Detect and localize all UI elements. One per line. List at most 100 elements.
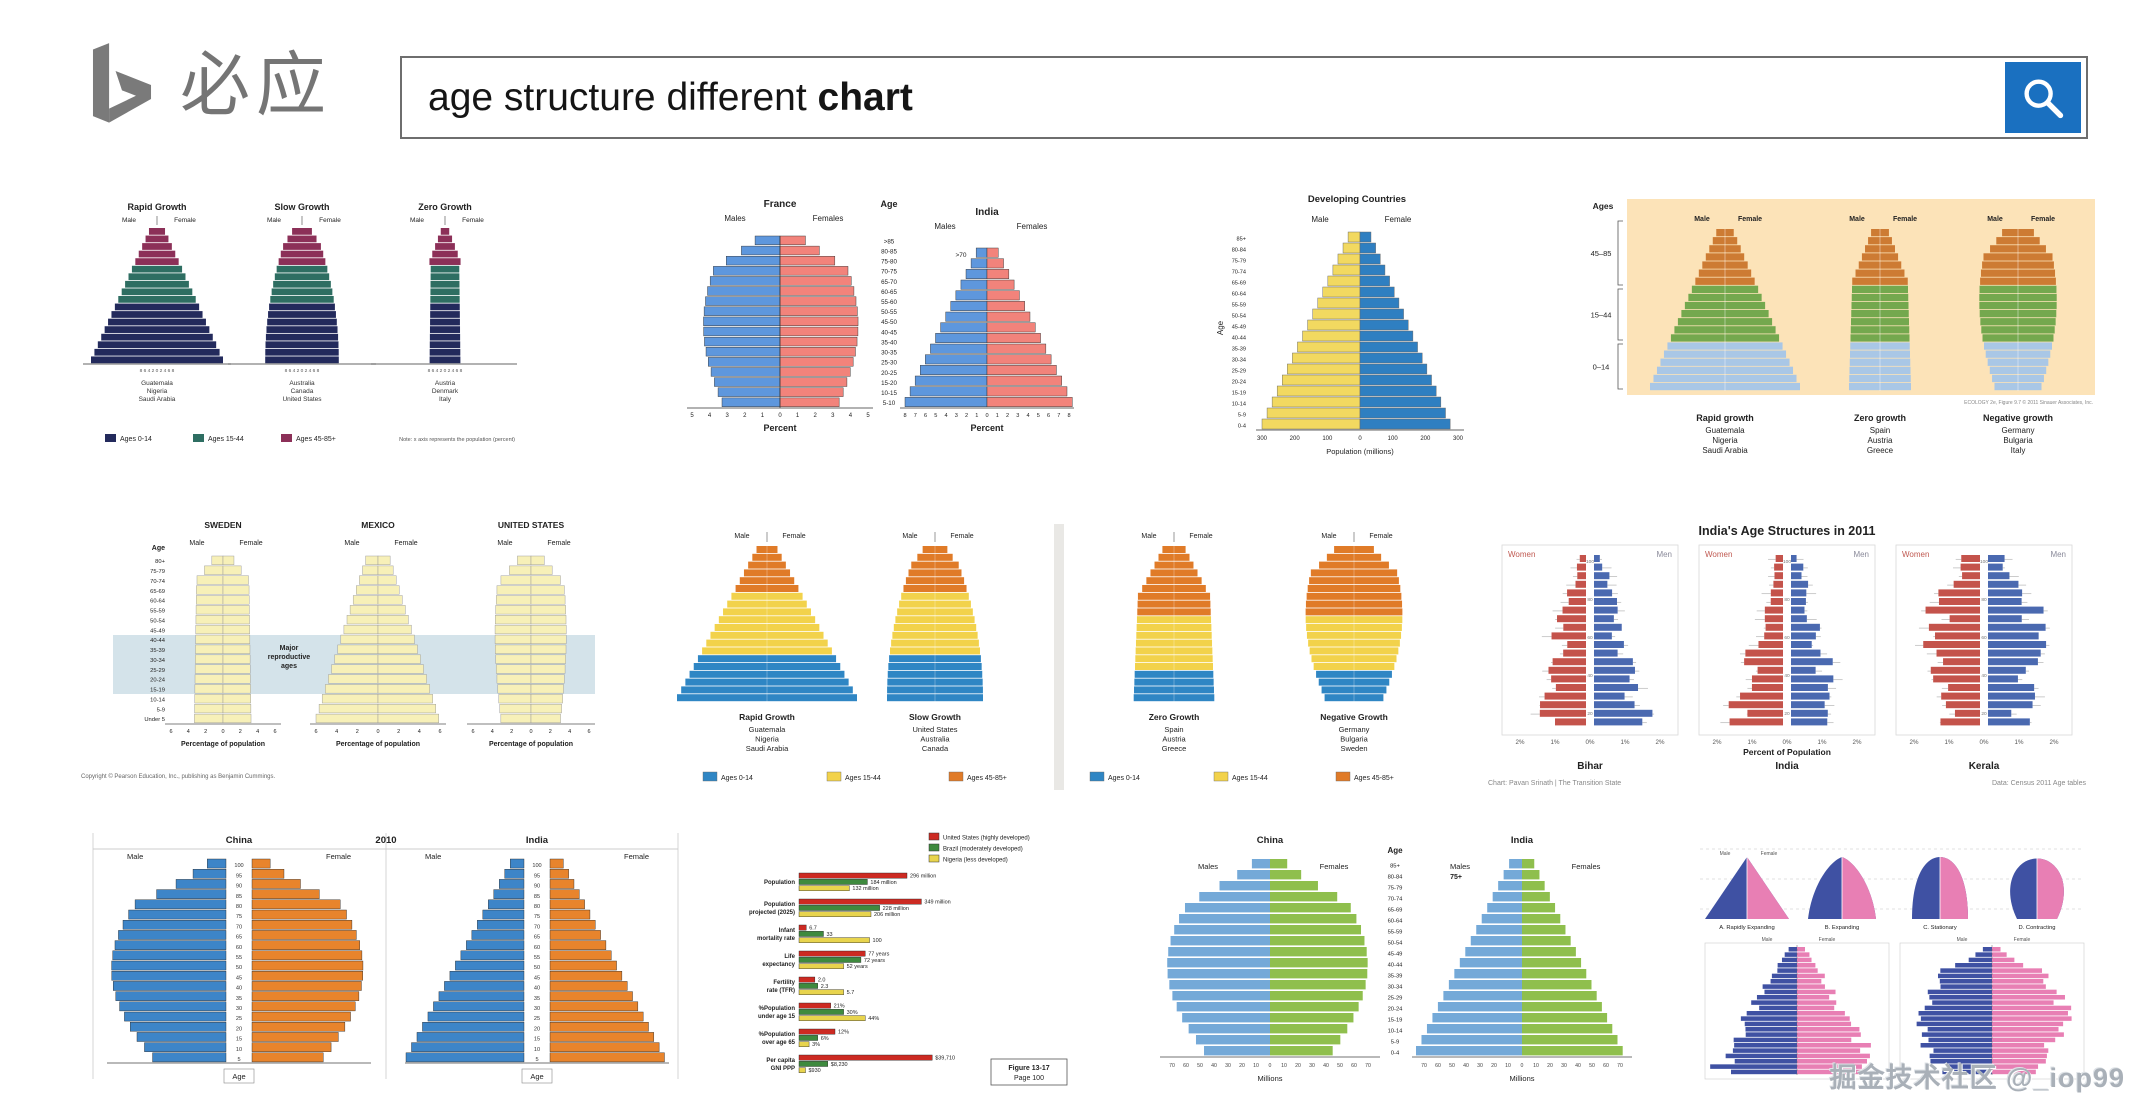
svg-text:10-14: 10-14: [150, 697, 166, 703]
svg-text:25-30: 25-30: [881, 360, 897, 367]
svg-text:2%: 2%: [1713, 739, 1722, 746]
svg-text:10: 10: [236, 1047, 242, 1053]
svg-text:Male: Male: [902, 533, 917, 540]
svg-text:72 years: 72 years: [864, 958, 885, 964]
search-button[interactable]: [2005, 62, 2081, 133]
result-image-zero-negative-growth-pyramids[interactable]: Male Female Zero Growth Spain Austria Greece M…: [1054, 524, 1452, 790]
svg-text:Nigeria: Nigeria: [1712, 436, 1738, 445]
svg-text:ages: ages: [281, 663, 297, 670]
svg-text:Copyright © Pearson Education,: Copyright © Pearson Education, Inc., pub…: [81, 773, 276, 780]
svg-text:0-4: 0-4: [1238, 423, 1246, 429]
svg-text:70-74: 70-74: [150, 579, 166, 585]
svg-text:6: 6: [1047, 413, 1050, 419]
svg-text:40: 40: [236, 986, 242, 992]
svg-text:Population (millions): Population (millions): [1326, 447, 1394, 456]
svg-text:Spain: Spain: [1870, 426, 1890, 435]
svg-text:0: 0: [1521, 1063, 1524, 1069]
svg-text:5-10: 5-10: [883, 400, 896, 407]
svg-text:6: 6: [587, 729, 590, 735]
svg-text:1%: 1%: [1818, 739, 1827, 746]
svg-text:1%: 1%: [1945, 739, 1954, 746]
svg-text:15: 15: [534, 1037, 540, 1043]
svg-text:Percent: Percent: [970, 423, 1003, 433]
svg-text:12%: 12%: [838, 1030, 849, 1036]
bing-logo[interactable]: 必应: [84, 42, 332, 128]
svg-text:70: 70: [1169, 1063, 1175, 1069]
search-input[interactable]: age structure different chart: [402, 76, 2005, 120]
svg-text:60: 60: [1435, 1063, 1441, 1069]
result-image-rapid-slow-growth-pyramids[interactable]: Male Female Rapid Growth Guatemala Nigeria Sa…: [667, 524, 1033, 790]
svg-text:Slow Growth: Slow Growth: [275, 202, 330, 212]
svg-text:3: 3: [1016, 413, 1019, 419]
svg-text:Females: Females: [1572, 862, 1601, 871]
svg-text:Ages: Ages: [1593, 201, 1614, 211]
svg-text:40: 40: [1211, 1063, 1217, 1069]
svg-text:60: 60: [236, 945, 242, 951]
svg-text:80: 80: [534, 904, 540, 910]
svg-text:under age 15: under age 15: [758, 1014, 796, 1020]
result-image-india-age-structures-2011[interactable]: India's Age Structures in 2011 Women Men 10…: [1480, 517, 2094, 789]
result-image-china-india-2010-pyramids[interactable]: China 2010 India Male Female 100 95 90 85 80 75 70 6…: [87, 827, 684, 1095]
result-image-developing-countries-pyramid[interactable]: Developing Countries Male Female 85+ 80-84 75…: [1212, 188, 1478, 476]
svg-text:Austria: Austria: [435, 380, 456, 387]
svg-text:Male: Male: [1849, 216, 1865, 223]
result-image-ecology-growth-pyramids[interactable]: Ages 45–85 15–44 0–14 Male Female Male Female Ma…: [1575, 193, 2101, 469]
svg-text:30: 30: [534, 1006, 540, 1012]
svg-text:5: 5: [934, 413, 937, 419]
svg-text:75+: 75+: [1450, 874, 1462, 881]
svg-text:70: 70: [1617, 1063, 1623, 1069]
svg-text:Canada: Canada: [922, 744, 949, 753]
result-image-france-india-pyramids[interactable]: France Males Females 5 4 3 2 1 0 1 2 3 4 5 Percent Age >…: [642, 193, 1075, 469]
svg-text:Male: Male: [127, 852, 143, 861]
svg-text:Population: Population: [764, 880, 795, 886]
svg-text:Population: Population: [764, 902, 795, 908]
svg-text:4: 4: [418, 729, 421, 735]
svg-text:25-29: 25-29: [1232, 368, 1246, 374]
svg-text:40: 40: [1587, 673, 1593, 679]
result-image-growth-rate-pyramids[interactable]: Rapid Growth Male Female 8 6 4 2 0 2 4 6 8 G…: [77, 196, 517, 462]
result-image-sweden-mexico-us-pyramids[interactable]: Age 80+ 75-79 70-74 65-69 60-64 55-59 50-54 45-4…: [73, 514, 603, 786]
svg-text:4: 4: [256, 729, 259, 735]
svg-text:Males: Males: [1450, 862, 1470, 871]
svg-text:United States: United States: [282, 396, 322, 403]
svg-text:10-15: 10-15: [881, 390, 897, 397]
result-image-china-india-millions-pyramids[interactable]: China India Age 85+ 80-84 75-79 70-74 65-69 60-6…: [1142, 831, 1648, 1095]
svg-text:Sweden: Sweden: [1340, 744, 1367, 753]
svg-text:Chart: Pavan Srinath | The Tra: Chart: Pavan Srinath | The Transition St…: [1488, 780, 1621, 787]
svg-text:5.7: 5.7: [847, 990, 855, 996]
svg-text:Brazil (moderately developed): Brazil (moderately developed): [943, 847, 1023, 853]
bing-logo-icon: [92, 43, 152, 123]
result-image-population-stage-shapes[interactable]: Male Female A. Rapidly Expanding B. Expandi…: [1692, 831, 2090, 1095]
svg-text:15-19: 15-19: [150, 688, 165, 694]
svg-text:65-70: 65-70: [881, 279, 897, 286]
svg-text:40-44: 40-44: [150, 638, 166, 644]
svg-text:0-4: 0-4: [1391, 1051, 1400, 1057]
svg-text:Ages 45-85+: Ages 45-85+: [296, 436, 336, 443]
svg-text:80-84: 80-84: [1388, 875, 1404, 881]
svg-text:Female: Female: [1819, 937, 1836, 943]
svg-text:Spain: Spain: [1164, 725, 1183, 734]
svg-text:0: 0: [778, 413, 782, 419]
svg-text:85: 85: [236, 894, 242, 900]
svg-text:100: 100: [873, 938, 882, 944]
svg-text:15-20: 15-20: [881, 380, 897, 387]
svg-text:5: 5: [690, 413, 694, 419]
svg-text:25-29: 25-29: [1388, 996, 1403, 1002]
search-icon: [2024, 78, 2064, 118]
svg-text:20: 20: [1587, 711, 1593, 717]
svg-text:United States: United States: [912, 725, 957, 734]
svg-text:6%: 6%: [821, 1036, 829, 1042]
svg-text:8: 8: [903, 413, 906, 419]
svg-text:60: 60: [534, 945, 540, 951]
svg-text:15-19: 15-19: [1388, 1018, 1403, 1024]
result-image-development-comparison-bars[interactable]: United States (highly developed) Brazil (…: [733, 827, 1075, 1091]
svg-text:2: 2: [743, 413, 747, 419]
svg-text:85: 85: [534, 894, 540, 900]
svg-text:Ages 45-85+: Ages 45-85+: [1354, 775, 1394, 782]
svg-text:2%: 2%: [1656, 739, 1665, 746]
svg-text:expectancy: expectancy: [762, 962, 795, 968]
svg-text:20: 20: [1547, 1063, 1553, 1069]
svg-text:184 million: 184 million: [870, 880, 896, 886]
svg-text:3: 3: [831, 413, 835, 419]
svg-text:Nigeria (less developed): Nigeria (less developed): [943, 858, 1008, 864]
